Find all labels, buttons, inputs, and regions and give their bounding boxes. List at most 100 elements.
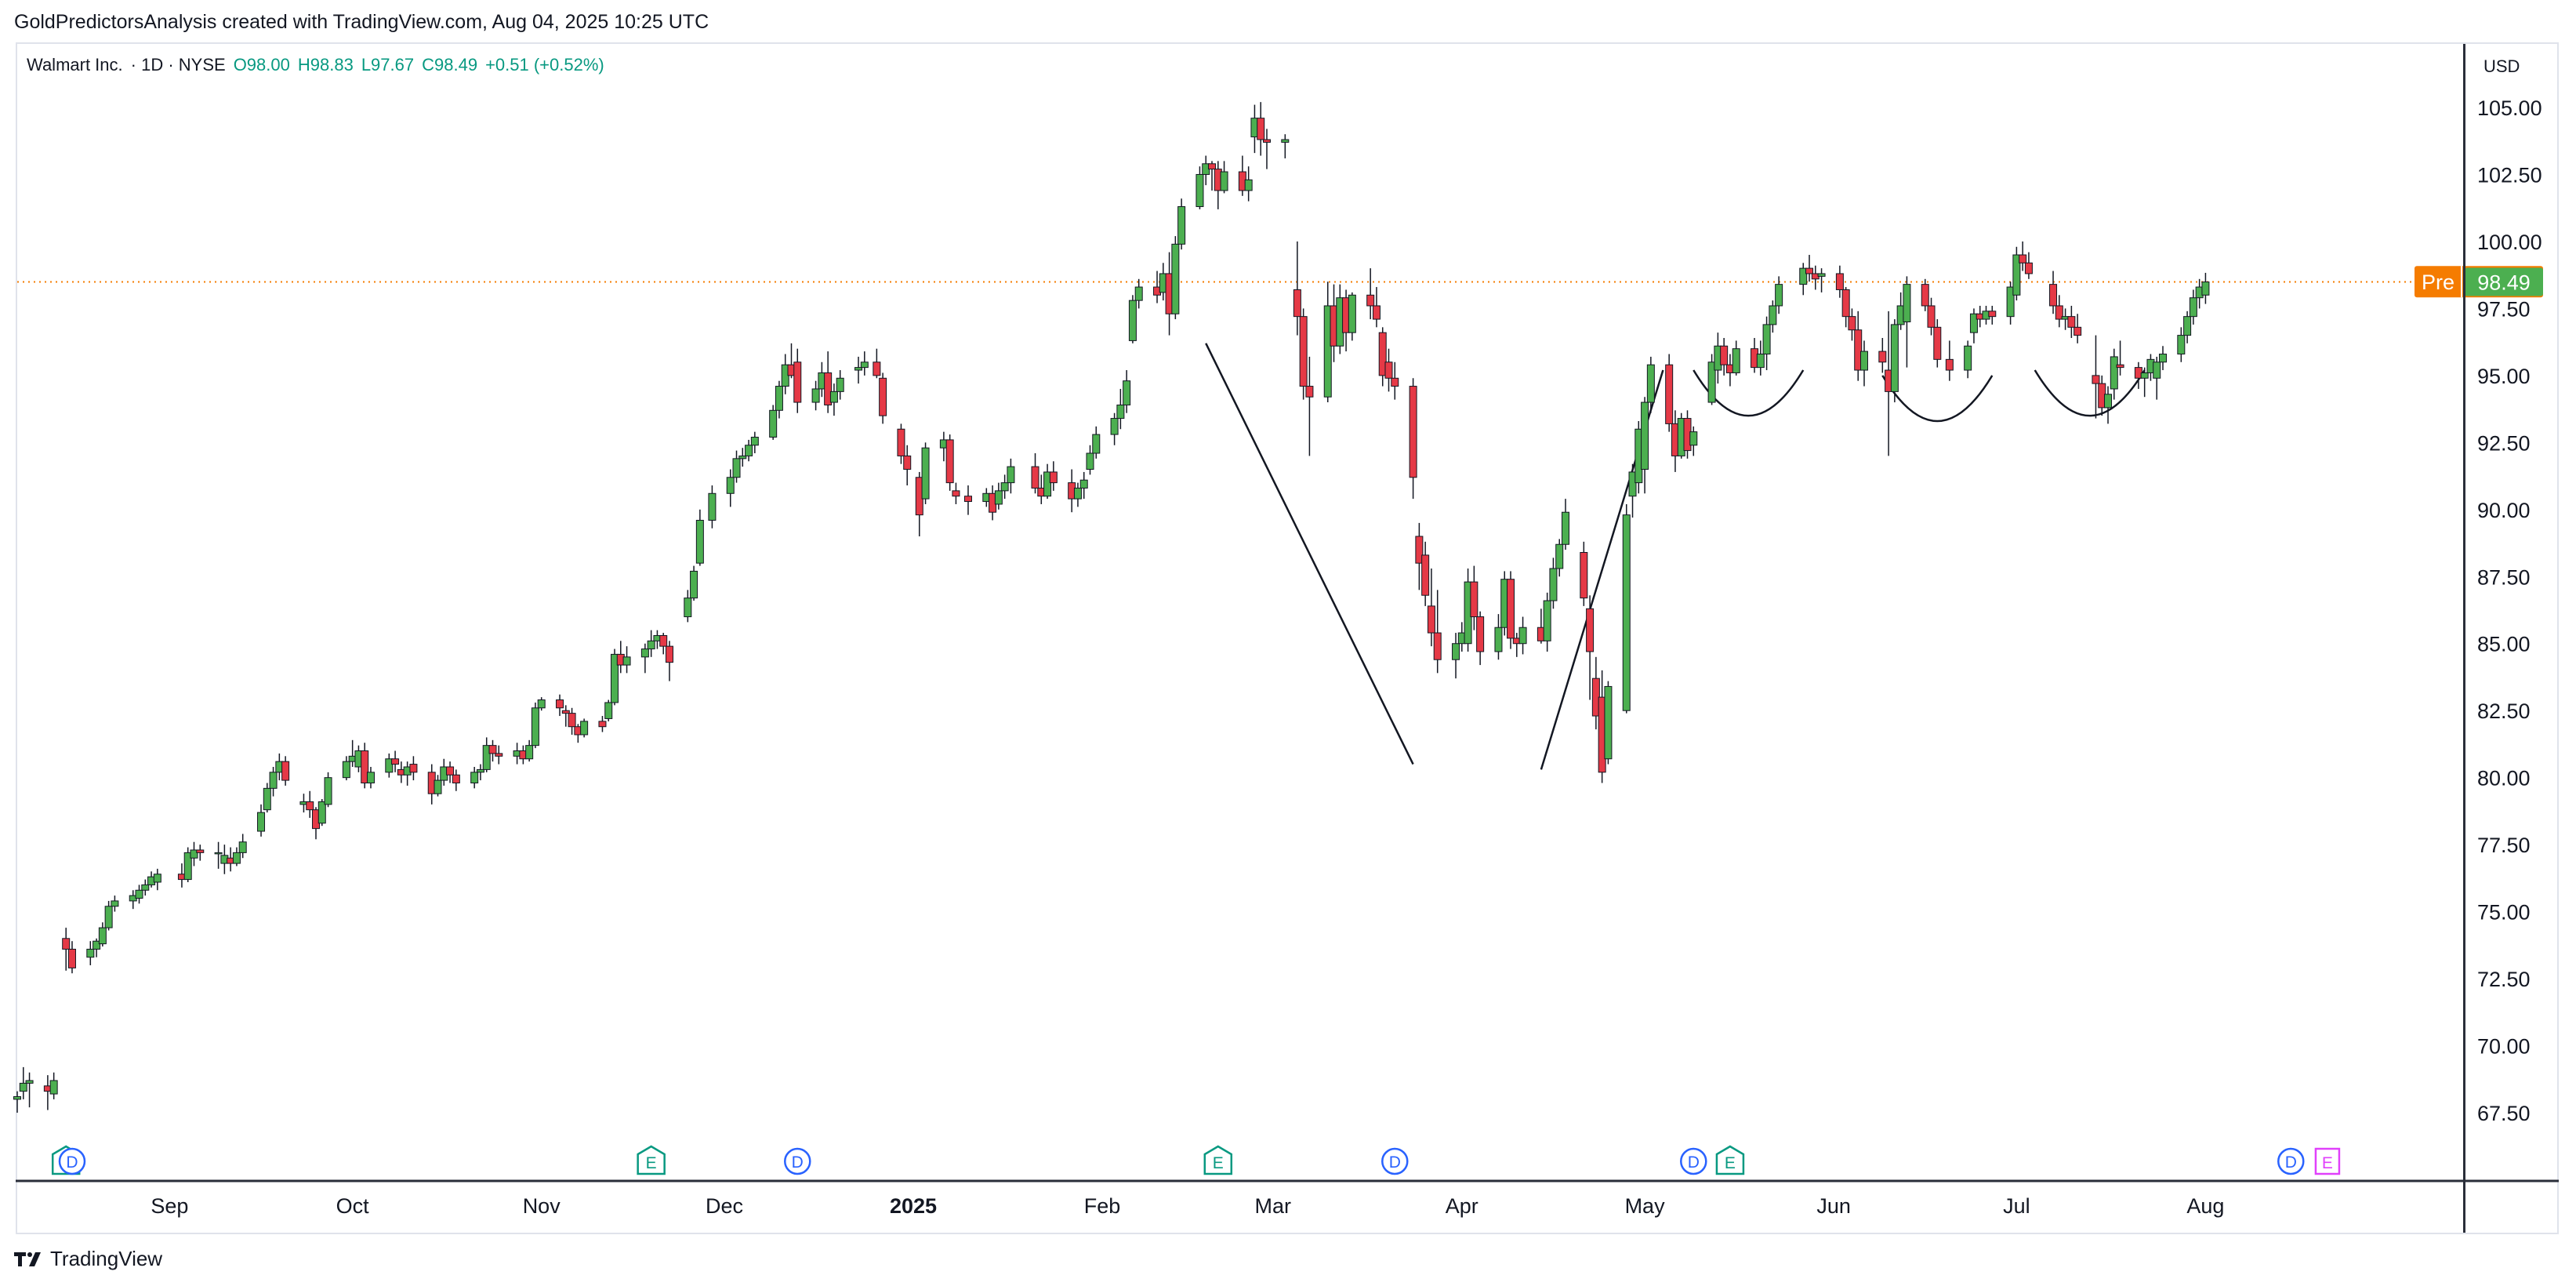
drawing-annotations xyxy=(1205,343,2146,770)
candle-body xyxy=(708,492,717,521)
candle-body xyxy=(1561,511,1569,545)
candle-body xyxy=(1049,471,1058,484)
candle xyxy=(1305,356,1314,456)
candle xyxy=(1452,633,1460,679)
time-tick-label: Aug xyxy=(2186,1194,2224,1218)
candle xyxy=(1348,292,1356,341)
time-tick-label: Feb xyxy=(1084,1194,1121,1218)
candle-body xyxy=(561,710,570,714)
candle xyxy=(1110,412,1119,445)
candle xyxy=(1707,354,1716,405)
candle xyxy=(1848,308,1856,341)
candle-body xyxy=(2116,364,2124,369)
candle xyxy=(775,380,783,419)
last-price-value: 98.49 xyxy=(2477,271,2531,295)
dividend-event-marker: D xyxy=(1680,1147,1707,1175)
legend-low: L97.67 xyxy=(361,55,415,74)
candle-body xyxy=(1835,273,1844,290)
candle xyxy=(1366,268,1375,320)
candle-body xyxy=(19,1082,27,1092)
candle xyxy=(897,423,905,464)
candle xyxy=(1549,558,1558,609)
candle xyxy=(811,380,820,411)
candle-body xyxy=(854,367,863,371)
candle xyxy=(1927,297,1936,336)
dividend-circle xyxy=(1381,1147,1409,1175)
candle xyxy=(854,356,863,384)
candle-body xyxy=(1543,600,1551,641)
candle xyxy=(963,485,972,515)
candle-body xyxy=(811,388,820,403)
candle-body xyxy=(1000,482,1009,492)
candle-body xyxy=(1409,386,1417,478)
dividend-circle xyxy=(784,1147,811,1175)
candle-body xyxy=(690,570,698,599)
candle-body xyxy=(1092,434,1101,454)
candle xyxy=(561,705,570,727)
candle-body xyxy=(1195,173,1204,207)
candle-body xyxy=(2189,297,2197,318)
event-markers-layer: EDEDEDDEDE xyxy=(51,1145,2341,1175)
candle-body xyxy=(104,906,113,928)
candle-body xyxy=(903,455,912,470)
candle-body xyxy=(257,812,266,832)
candle xyxy=(1128,295,1137,343)
candle-body xyxy=(1244,179,1253,191)
candle-body xyxy=(1848,316,1856,331)
candle xyxy=(1299,308,1308,400)
candle xyxy=(1769,300,1777,333)
price-tick-label: 100.00 xyxy=(2477,231,2542,254)
candle xyxy=(1689,426,1698,456)
pre-label: Pre xyxy=(2422,271,2454,294)
candle-body xyxy=(1604,685,1613,760)
candle xyxy=(750,431,759,454)
candle-body xyxy=(1707,361,1716,403)
candle xyxy=(726,469,735,507)
candle-body xyxy=(269,772,278,789)
currency-label[interactable]: USD xyxy=(2483,56,2520,76)
candle-body xyxy=(342,761,350,779)
candle xyxy=(738,448,747,467)
candle-body xyxy=(317,801,326,824)
candle-body xyxy=(1665,364,1674,424)
candle xyxy=(684,590,692,623)
time-tick-label: Jul xyxy=(2003,1194,2030,1218)
candle-body xyxy=(568,713,576,728)
candle-body xyxy=(1257,118,1265,140)
candle-body xyxy=(2067,316,2076,328)
candle xyxy=(361,743,369,789)
candle xyxy=(1841,287,1850,328)
tradingview-logo-icon[interactable] xyxy=(14,1251,44,1268)
price-tick-label: 87.50 xyxy=(2477,565,2531,589)
symbol-name[interactable]: Walmart Inc. xyxy=(27,55,123,74)
candle-body xyxy=(537,699,546,709)
candle-body xyxy=(1805,267,1814,274)
time-tick-label: Apr xyxy=(1446,1194,1478,1218)
candle xyxy=(1079,471,1088,500)
candle xyxy=(1878,338,1887,373)
earnings-box xyxy=(2314,1147,2341,1175)
dividend-letter: D xyxy=(1688,1153,1700,1172)
candle-body xyxy=(1378,332,1387,376)
candle xyxy=(111,895,119,912)
candle-body xyxy=(1262,139,1271,143)
price-tick-label: 77.50 xyxy=(2477,834,2531,857)
candle-body xyxy=(93,940,101,950)
candle xyxy=(1470,565,1478,630)
candle-body xyxy=(525,745,534,760)
candle xyxy=(1555,539,1564,577)
candle-body xyxy=(366,772,375,784)
candle-body xyxy=(2012,254,2021,296)
candle-body xyxy=(196,849,205,853)
candle-body xyxy=(1372,305,1381,320)
candle xyxy=(324,772,332,808)
candle xyxy=(1208,161,1217,191)
candle-body xyxy=(1518,627,1527,645)
candle-body xyxy=(622,656,631,666)
candle xyxy=(2140,367,2149,398)
earnings-event-marker: E xyxy=(1715,1145,1745,1175)
candle-body xyxy=(1452,643,1460,660)
candle xyxy=(2177,327,2186,362)
